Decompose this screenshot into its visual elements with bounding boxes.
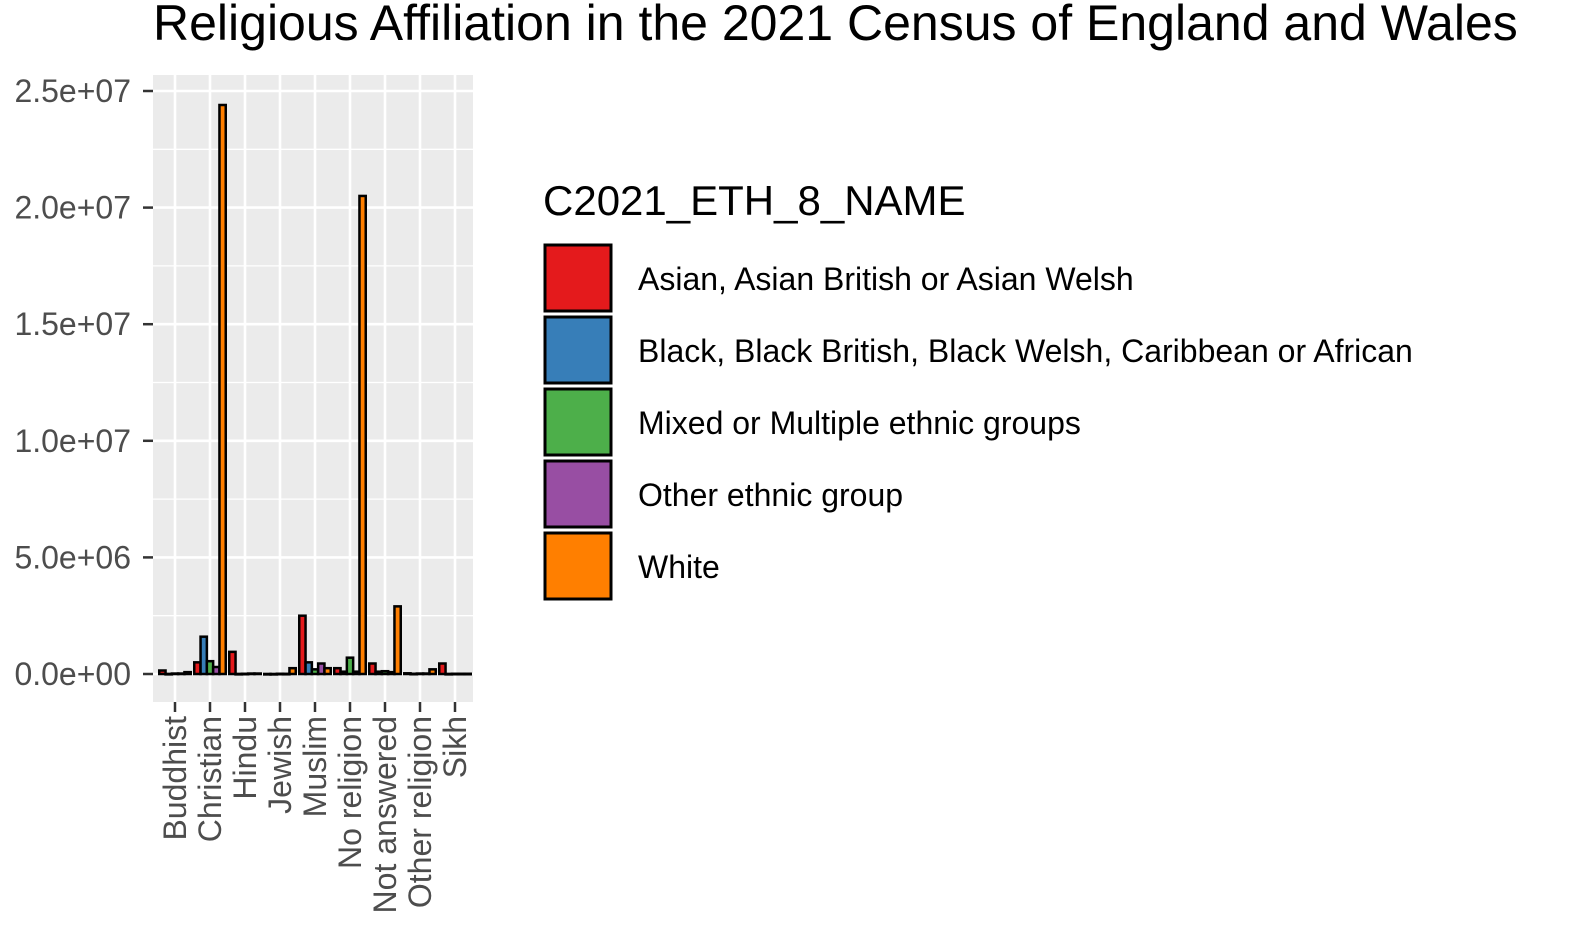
bar-hindu-series-1	[228, 650, 237, 676]
bar-buddhist-series-1	[158, 669, 167, 676]
legend-label: White	[638, 549, 720, 585]
bar-muslim-series-1	[298, 614, 307, 676]
x-axis: Buddhist Christian Hindu Jewish Muslim No rel…	[157, 702, 473, 913]
bar-sikh-series-1	[438, 662, 447, 676]
bar-buddhist-series-5	[183, 670, 192, 676]
x-tick-label: No religion	[332, 716, 368, 869]
x-tick-label: Sikh	[437, 716, 473, 778]
legend-key	[543, 243, 613, 313]
bar-sikh-series-5	[463, 672, 473, 676]
x-tick-label: Not answered	[367, 716, 403, 913]
y-tick-label: 2.5e+07	[14, 73, 131, 109]
bar-not-answered-series-1	[368, 662, 377, 676]
legend-key	[543, 315, 613, 385]
plot-panel	[153, 75, 473, 702]
y-tick-label: 1.0e+07	[14, 423, 131, 459]
x-tick-label: Christian	[192, 716, 228, 842]
y-axis: 0.0e+00 5.0e+06 1.0e+07 1.5e+07 2.0e+07 2.5e+…	[14, 73, 153, 692]
legend-label: Other ethnic group	[638, 477, 903, 513]
y-tick-label: 5.0e+06	[14, 539, 131, 575]
y-tick-label: 2.0e+07	[14, 190, 131, 226]
bar-no-religion-series-3	[345, 656, 355, 676]
bar-other-religion-series-5	[428, 668, 438, 676]
x-tick-label: Jewish	[262, 716, 298, 814]
y-tick-label: 0.0e+00	[14, 656, 131, 692]
bar-christian-series-5	[218, 103, 227, 676]
legend-label: Asian, Asian British or Asian Welsh	[638, 261, 1134, 297]
x-tick-label: Other religion	[402, 716, 438, 908]
legend-key	[543, 531, 613, 601]
bar-hindu-series-5	[253, 672, 262, 676]
legend-title: C2021_ETH_8_NAME	[543, 177, 966, 224]
bars	[158, 103, 473, 676]
x-tick-label: Hindu	[227, 716, 263, 800]
legend-key	[543, 459, 613, 529]
bar-muslim-series-5	[323, 666, 333, 676]
bar-jewish-series-5	[288, 666, 298, 676]
bar-not-answered-series-5	[393, 605, 403, 676]
legend: C2021_ETH_8_NAME Asian, Asian British or…	[543, 177, 1413, 601]
legend-label: Black, Black British, Black Welsh, Carib…	[638, 333, 1413, 369]
bar-no-religion-series-5	[358, 194, 368, 676]
legend-label: Mixed or Multiple ethnic groups	[638, 405, 1081, 441]
x-tick-label: Muslim	[297, 716, 333, 817]
bar-christian-series-2	[199, 635, 209, 676]
y-tick-label: 1.5e+07	[14, 306, 131, 342]
x-tick-label: Buddhist	[157, 716, 193, 841]
legend-key	[543, 387, 613, 457]
chart-title: Religious Affiliation in the 2021 Census…	[153, 0, 1518, 51]
